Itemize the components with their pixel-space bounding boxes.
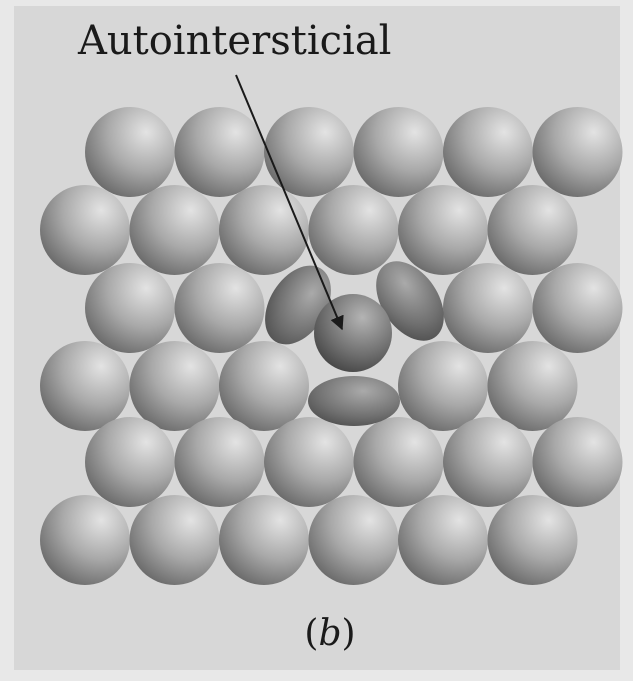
lattice-atom xyxy=(129,185,220,275)
lattice-atom xyxy=(398,495,488,585)
lattice-atom xyxy=(532,263,623,353)
lattice-atom xyxy=(308,495,399,585)
lattice-atom xyxy=(398,341,488,431)
lattice-atom xyxy=(443,107,533,197)
lattice-atom xyxy=(219,341,309,431)
lattice-atom xyxy=(129,495,220,585)
lattice-atom xyxy=(532,417,623,507)
lattice-atom xyxy=(40,185,130,275)
lattice-atom xyxy=(85,263,175,353)
distorted-atom-bottom xyxy=(308,376,400,426)
lattice-atom xyxy=(264,107,354,197)
lattice-atom xyxy=(129,341,220,431)
lattice-atom xyxy=(308,185,399,275)
distorted-atom-right xyxy=(376,261,444,341)
caption-letter: b xyxy=(318,613,341,654)
lattice-atom xyxy=(487,185,578,275)
lattice-atom xyxy=(353,107,444,197)
caption-close-paren: ) xyxy=(342,613,356,654)
lattice-atom xyxy=(40,341,130,431)
lattice-atom xyxy=(85,107,175,197)
lattice-atom xyxy=(353,417,444,507)
lattice-atom xyxy=(174,107,265,197)
lattice-atom xyxy=(398,185,488,275)
lattice-atom xyxy=(487,495,578,585)
lattice-atom xyxy=(219,495,309,585)
annotation-label: Autointersticial xyxy=(77,18,391,64)
lattice-atom xyxy=(443,417,533,507)
interstitial-defect xyxy=(265,261,444,426)
lattice-atom xyxy=(174,417,265,507)
annotation-arrow xyxy=(235,74,344,331)
host-atom-lattice xyxy=(40,107,623,585)
lattice-atom xyxy=(443,263,533,353)
figure-caption: (b) xyxy=(304,613,355,654)
lattice-atom xyxy=(85,417,175,507)
lattice-atom xyxy=(487,341,578,431)
caption-open-paren: ( xyxy=(304,613,318,654)
self-interstitial-atom xyxy=(314,294,392,372)
lattice-atom xyxy=(219,185,309,275)
lattice-atom xyxy=(174,263,265,353)
lattice-atom xyxy=(264,417,354,507)
lattice-atom xyxy=(40,495,130,585)
distorted-atom-left xyxy=(265,265,331,345)
lattice-atom xyxy=(532,107,623,197)
